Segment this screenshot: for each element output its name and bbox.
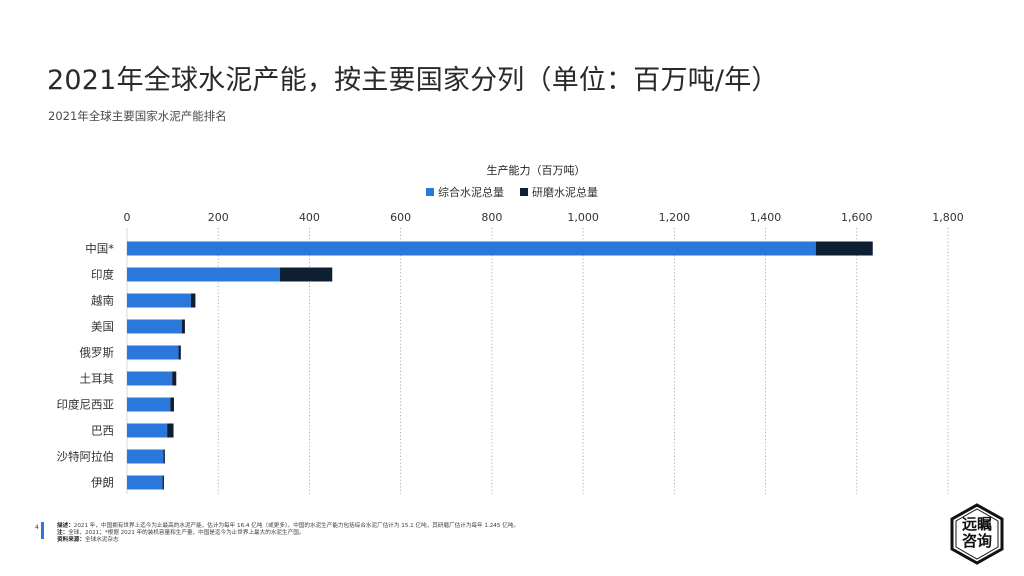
logo-line-2: 咨询 bbox=[961, 532, 992, 550]
bar-integrated-9 bbox=[127, 475, 163, 490]
category-label: 土耳其 bbox=[80, 372, 115, 386]
bar-integrated-3 bbox=[127, 319, 182, 334]
x-tick-label: 1,400 bbox=[750, 211, 782, 224]
x-tick-label: 1,800 bbox=[932, 211, 964, 224]
bar-integrated-6 bbox=[127, 397, 171, 412]
bar-integrated-0 bbox=[127, 241, 816, 256]
category-label: 沙特阿拉伯 bbox=[57, 450, 115, 464]
logo-line-1: 远瞩 bbox=[961, 515, 992, 533]
category-label: 巴西 bbox=[91, 424, 114, 438]
x-tick-label: 800 bbox=[481, 211, 502, 224]
bar-integrated-5 bbox=[127, 371, 173, 386]
page-title: 2021年全球水泥产能，按主要国家分列（单位：百万吨/年） bbox=[47, 65, 779, 96]
legend-item-1: 研磨水泥总量 bbox=[520, 185, 598, 199]
x-tick-label: 1,200 bbox=[659, 211, 691, 224]
legend-swatch bbox=[426, 188, 434, 196]
bar-grinding-4 bbox=[178, 345, 181, 360]
chart-bars bbox=[127, 241, 873, 490]
bar-grinding-3 bbox=[181, 319, 185, 334]
category-label: 印度尼西亚 bbox=[57, 398, 115, 412]
x-tick-label: 600 bbox=[390, 211, 411, 224]
bar-integrated-7 bbox=[127, 423, 168, 438]
bar-grinding-8 bbox=[163, 449, 165, 464]
bar-grinding-9 bbox=[162, 475, 164, 490]
bar-grinding-2 bbox=[190, 293, 196, 308]
x-tick-label: 1,600 bbox=[841, 211, 873, 224]
category-label: 越南 bbox=[91, 294, 114, 308]
bar-grinding-7 bbox=[167, 423, 174, 438]
legend-swatch bbox=[520, 188, 528, 196]
category-label: 俄罗斯 bbox=[80, 346, 115, 360]
brand-logo: 远瞩 咨询 bbox=[946, 503, 1008, 565]
bar-grinding-5 bbox=[172, 371, 177, 386]
category-label: 美国 bbox=[91, 320, 114, 334]
bar-grinding-6 bbox=[170, 397, 174, 412]
chart-legend: 综合水泥总量 研磨水泥总量 bbox=[426, 185, 598, 199]
x-tick-label: 400 bbox=[299, 211, 320, 224]
bar-grinding-0 bbox=[815, 241, 873, 256]
x-axis-ticks: 0 200 400 600 800 1,000 1,200 1,400 1,600 1,800 bbox=[124, 211, 964, 224]
legend-label: 综合水泥总量 bbox=[438, 185, 504, 199]
legend-item-0: 综合水泥总量 bbox=[426, 185, 504, 199]
category-label: 中国* bbox=[85, 242, 114, 256]
x-tick-label: 1,000 bbox=[567, 211, 599, 224]
bar-integrated-8 bbox=[127, 449, 164, 464]
chart-title: 生产能力（百万吨） bbox=[487, 163, 586, 177]
category-label: 印度 bbox=[91, 268, 114, 282]
footer-notes: 描述：2021 年，中国拥有世界上迄今为止最高的水泥产能，估计为每年 16.4 … bbox=[57, 523, 519, 545]
bar-integrated-2 bbox=[127, 293, 191, 308]
footer-description: 描述：2021 年，中国拥有世界上迄今为止最高的水泥产能，估计为每年 16.4 … bbox=[57, 523, 519, 529]
legend-label: 研磨水泥总量 bbox=[532, 185, 598, 199]
category-label: 伊朗 bbox=[91, 476, 114, 490]
bar-integrated-1 bbox=[127, 267, 280, 282]
bar-grinding-1 bbox=[279, 267, 333, 282]
bar-integrated-4 bbox=[127, 345, 179, 360]
footer-note: 注：全球，2021；*根据 2021 年的装机容量和生产量，中国是迄今为止世界上… bbox=[57, 530, 305, 537]
page-number: 4 bbox=[35, 524, 39, 531]
page-subtitle: 2021年全球主要国家水泥产能排名 bbox=[48, 109, 227, 123]
footer-source: 资料来源：全球水泥杂志 bbox=[57, 537, 119, 544]
x-tick-label: 200 bbox=[208, 211, 229, 224]
x-tick-label: 0 bbox=[124, 211, 131, 224]
footer-accent-bar bbox=[41, 522, 44, 539]
